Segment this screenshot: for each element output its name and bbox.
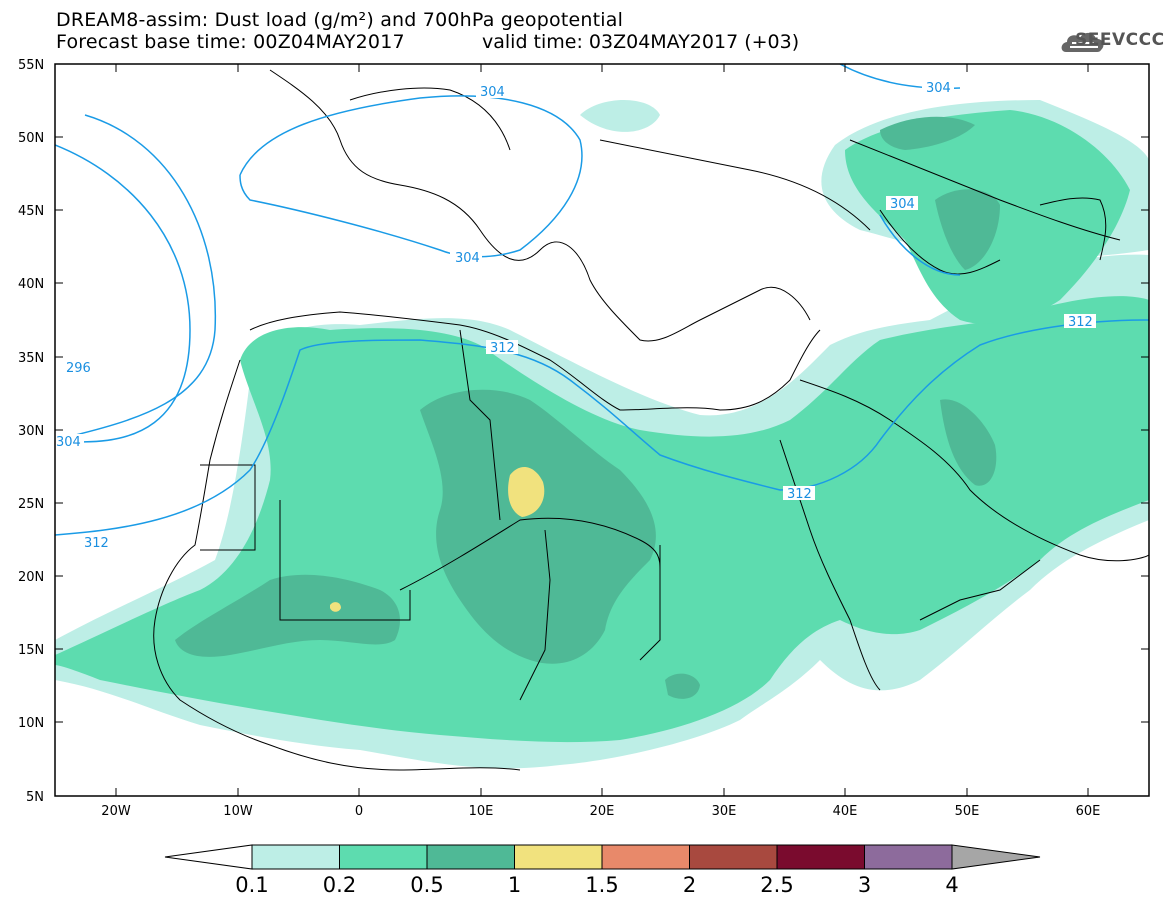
colorbar-label: 0.1: [235, 873, 268, 897]
lon-label: 60E: [1076, 804, 1101, 819]
map-title: DREAM8-assim: Dust load (g/m²) and 700hP…: [56, 9, 624, 31]
colorbar-label: 2.5: [760, 873, 793, 897]
lat-label: 30N: [18, 424, 44, 439]
colorbar-left-arrow: [164, 844, 253, 870]
dust-region-1-0-libya: [508, 466, 545, 517]
valid-time: valid time: 03Z04MAY2017 (+03): [482, 31, 800, 53]
dust-region-dark-0-5-gulf: [940, 399, 997, 486]
dust-region-dark-0-5-sahel: [175, 574, 400, 657]
lat-label: 5N: [26, 790, 44, 805]
contour-label: 296: [66, 361, 91, 376]
dust-region-1-0-mali: [330, 602, 341, 612]
lat-label: 55N: [18, 58, 44, 73]
lon-label: 50E: [955, 804, 980, 819]
colorbar-cell: [864, 844, 953, 870]
lon-label: 0: [355, 804, 363, 819]
lat-label: 45N: [18, 204, 44, 219]
lon-label: 40E: [833, 804, 858, 819]
contour-label: 312: [490, 341, 515, 356]
coastlines-and-borders: [153, 69, 1149, 771]
contour-label: 304: [926, 81, 951, 96]
contour-label: 304: [890, 197, 915, 212]
colorbar-cell: [251, 844, 340, 870]
colorbar-cell: [514, 844, 603, 870]
colorbar-label: 4: [945, 873, 958, 897]
colorbar-cell: [339, 844, 428, 870]
colorbar-label: 1.5: [585, 873, 618, 897]
lat-label: 40N: [18, 277, 44, 292]
cloud-logo-icon: [1061, 32, 1104, 52]
lon-label: 20W: [101, 804, 131, 819]
axis-ticks: [55, 64, 1149, 796]
colorbar-right-arrow: [951, 844, 1041, 870]
lon-label: 20E: [590, 804, 615, 819]
lat-label: 50N: [18, 131, 44, 146]
contour-label: 304: [455, 251, 480, 266]
colorbar-label: 0.5: [410, 873, 443, 897]
contour-label: 312: [787, 487, 812, 502]
lat-label: 35N: [18, 351, 44, 366]
logo-text: SEEVCCC: [1075, 30, 1165, 50]
dust-region-dark-0-5-caspian: [880, 116, 975, 150]
colorbar: 0.1 0.2 0.5 1 1.5 2 2.5 3 4: [164, 844, 1041, 897]
dust-region-dark-0-5-sahara: [420, 389, 656, 664]
colorbar-cell: [601, 844, 690, 870]
contour-label: 312: [1068, 315, 1093, 330]
colorbar-label: 3: [858, 873, 871, 897]
contour-label: 304: [56, 435, 81, 450]
contour-label-group: 304 304 304 304 296 304 312 312 312 312: [52, 80, 1096, 551]
lat-label: 10N: [18, 716, 44, 731]
lat-label: 25N: [18, 497, 44, 512]
lat-label: 15N: [18, 643, 44, 658]
dust-region-dark-0-5-kazakh: [935, 189, 1000, 270]
latitude-labels: 55N 50N 45N 40N 35N 30N 25N 20N 15N 10N …: [18, 58, 44, 805]
colorbar-label: 1: [508, 873, 521, 897]
lon-label: 10E: [469, 804, 494, 819]
lon-label: 30E: [712, 804, 737, 819]
lon-label: 10W: [223, 804, 253, 819]
dust-region-light-europe: [580, 100, 660, 132]
forecast-base-time: Forecast base time: 00Z04MAY2017: [56, 31, 405, 53]
lat-label: 20N: [18, 570, 44, 585]
colorbar-label: 2: [683, 873, 696, 897]
dust-region-dark-0-5-east: [665, 673, 700, 699]
contour-label: 312: [84, 536, 109, 551]
colorbar-label: 0.2: [323, 873, 356, 897]
contour-label: 304: [480, 85, 505, 100]
colorbar-cell: [426, 844, 515, 870]
colorbar-cell: [776, 844, 865, 870]
colorbar-cell: [689, 844, 778, 870]
longitude-labels: 20W 10W 0 10E 20E 30E 40E 50E 60E: [101, 804, 1100, 819]
